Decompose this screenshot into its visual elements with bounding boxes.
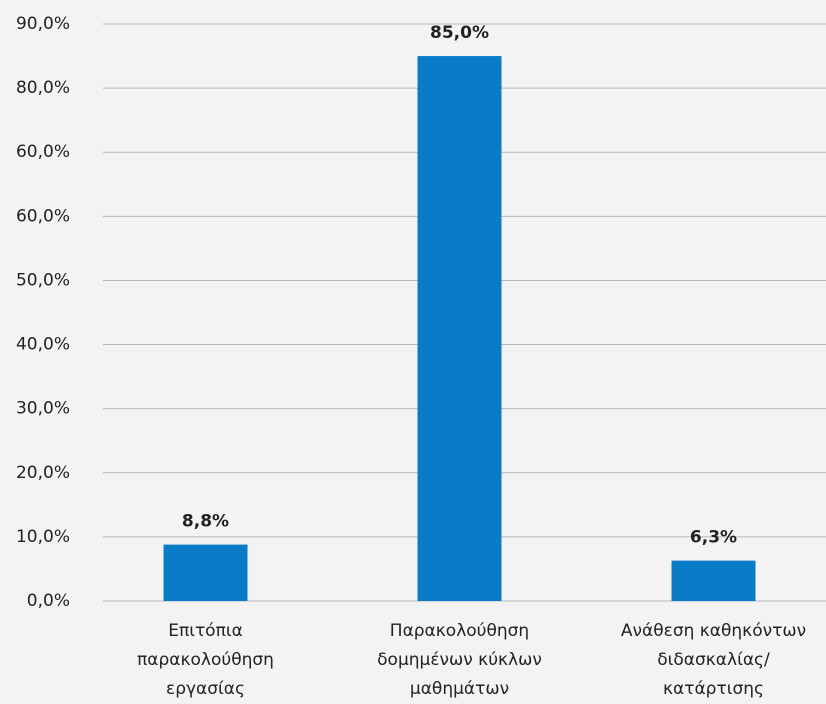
data-label: 8,8% — [182, 512, 229, 532]
y-tick-label: 90,0% — [16, 14, 70, 34]
y-tick-label: 30,0% — [16, 399, 70, 419]
y-tick-label: 80,0% — [16, 78, 70, 98]
bar — [672, 561, 756, 601]
y-tick-label: 20,0% — [16, 463, 70, 483]
bar — [418, 56, 502, 601]
data-label: 6,3% — [690, 528, 737, 548]
bar — [164, 545, 248, 601]
x-tick-label: Παρακολούθηση δομημένων κύκλων μαθημάτων — [340, 617, 580, 704]
x-tick-label: Ανάθεση καθηκόντων διδασκαλίας/ κατάρτισ… — [594, 617, 826, 704]
y-tick-label: 10,0% — [16, 527, 70, 547]
y-tick-label: 50,0% — [16, 270, 70, 290]
y-tick-label: 60,0% — [16, 206, 70, 226]
y-tick-label: 0,0% — [27, 591, 70, 611]
data-label: 85,0% — [430, 23, 489, 43]
x-tick-label: Επιτόπια παρακολούθηση εργασίας — [86, 617, 326, 704]
y-tick-label: 60,0% — [16, 142, 70, 162]
y-tick-label: 40,0% — [16, 335, 70, 355]
